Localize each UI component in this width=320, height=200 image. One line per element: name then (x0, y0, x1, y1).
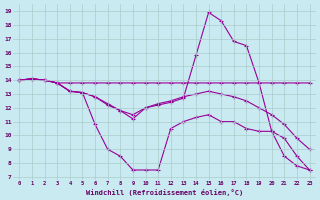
X-axis label: Windchill (Refroidissement éolien,°C): Windchill (Refroidissement éolien,°C) (86, 189, 243, 196)
